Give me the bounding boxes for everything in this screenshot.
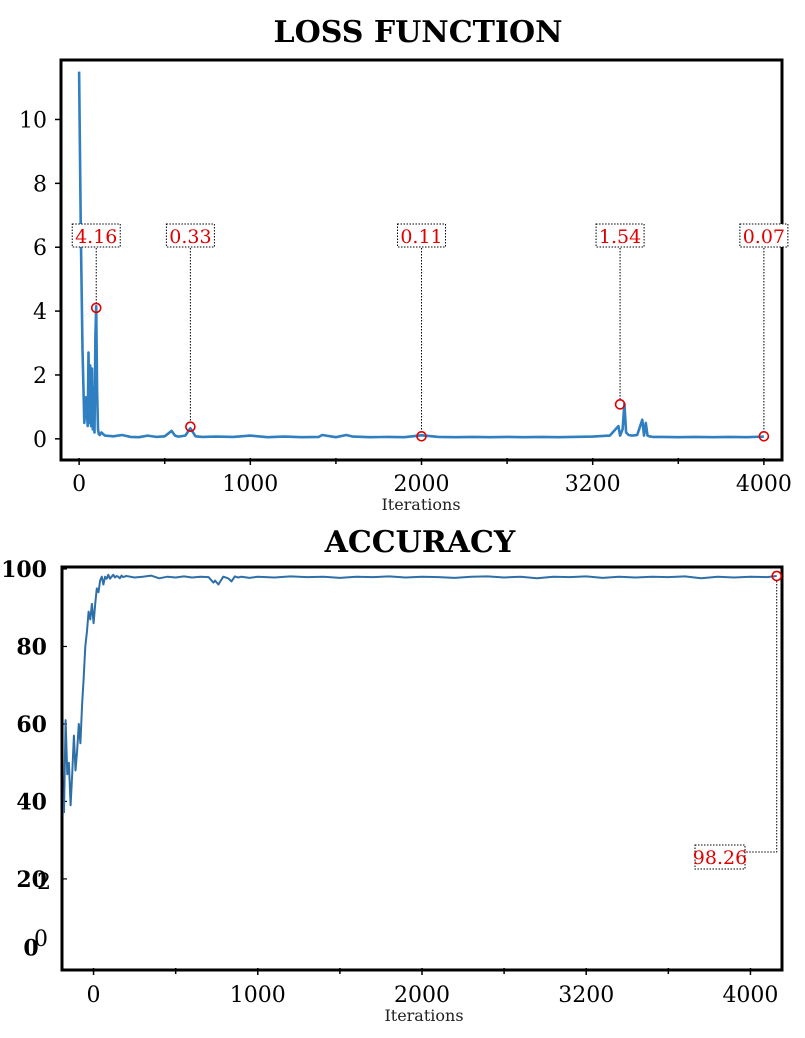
accuracy-x-tick-label: 2000: [394, 983, 450, 1008]
accuracy-x-tick-label: 4000: [722, 983, 778, 1008]
accuracy-title: ACCURACY: [324, 525, 516, 560]
accuracy-plot-frame: [62, 567, 782, 970]
loss-data-tip-value: 0.11: [400, 226, 442, 248]
loss-data-tip: 4.16: [72, 224, 120, 312]
accuracy-y-tick-label: 60: [16, 712, 47, 738]
loss-data-tip-value: 4.16: [75, 226, 117, 248]
loss-x-tick-label: 4000: [736, 472, 792, 497]
accuracy-y-extra-label: 2: [37, 870, 51, 895]
accuracy-y-tick-label: 80: [16, 634, 47, 660]
loss-x-tick-label: 1000: [222, 472, 278, 497]
loss-x-tick-label: 2000: [394, 472, 450, 497]
accuracy-data-tip-value: 98.26: [693, 847, 747, 869]
loss-data-tip: 1.54: [596, 224, 644, 409]
accuracy-x-tick-label: 0: [87, 983, 101, 1008]
accuracy-x-axis-label: Iterations: [384, 1006, 463, 1025]
loss-y-tick-label: 4: [33, 300, 47, 325]
loss-x-tick-label: 0: [72, 472, 86, 497]
loss-x-axis-label: Iterations: [381, 495, 460, 514]
accuracy-series-line: [64, 575, 777, 813]
loss-y-tick-label: 2: [33, 364, 47, 389]
loss-data-tip-value: 0.33: [169, 226, 211, 248]
loss-y-tick-label: 0: [33, 428, 47, 453]
loss-data-tip-value: 0.07: [743, 226, 785, 248]
loss-y-tick-label: 6: [33, 236, 47, 261]
loss-y-tick-label: 8: [33, 172, 47, 197]
accuracy-data-tip-leader: [745, 581, 777, 852]
loss-data-tip: 0.11: [398, 224, 446, 441]
loss-title: LOSS FUNCTION: [273, 15, 562, 50]
loss-x-tick-label: 3200: [565, 472, 621, 497]
accuracy-y-tick-label: 40: [16, 789, 47, 815]
loss-data-tip-value: 1.54: [599, 226, 641, 248]
accuracy-y-extra-label: 0: [23, 935, 38, 961]
accuracy-x-tick-label: 3200: [558, 983, 614, 1008]
loss-y-tick-label: 10: [19, 108, 47, 133]
accuracy-data-tip: 98.26: [693, 571, 781, 869]
accuracy-x-tick-label: 1000: [230, 983, 286, 1008]
loss-data-tip: 0.33: [166, 224, 214, 431]
accuracy-y-tick-label: 100: [1, 557, 47, 583]
